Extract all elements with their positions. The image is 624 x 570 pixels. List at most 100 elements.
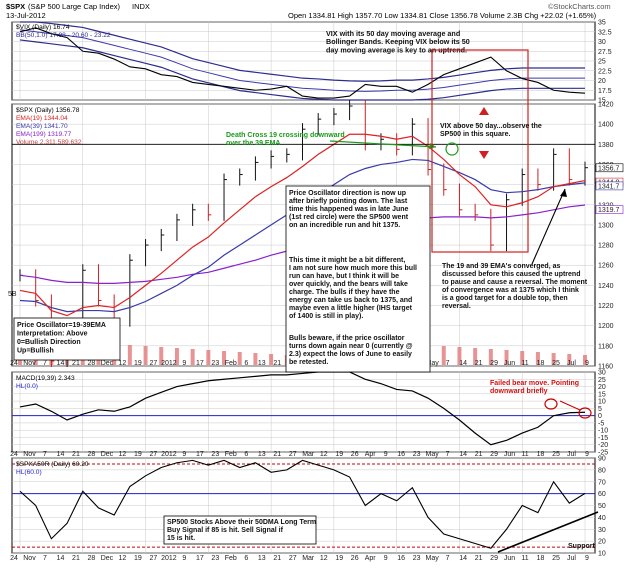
x-tick-label: 7	[43, 360, 47, 367]
x-tick-label: 26	[351, 555, 359, 562]
y-tick-label: 1280	[598, 243, 614, 250]
header-watermark: ©StockCharts.com	[548, 2, 611, 11]
x-tick-label: 21	[72, 451, 80, 458]
spxa50r-hl-legend-label: HL(60.0)	[16, 469, 42, 476]
vix-bb-lower	[19, 39, 585, 101]
x-tick-label: Jul	[567, 360, 576, 367]
x-tick-label: 9	[384, 555, 388, 562]
x-tick-label: 9	[585, 555, 589, 562]
header-quote: Open 1334.81 High 1357.70 Low 1334.81 Cl…	[288, 11, 597, 20]
spxa50r-line	[19, 459, 586, 549]
y-tick-label: 20	[598, 384, 606, 391]
y-tick-label: 1240	[598, 283, 614, 290]
y-tick-label: -20	[598, 442, 608, 449]
y-tick-label: 15	[598, 98, 606, 105]
x-tick-label: 29	[490, 360, 498, 367]
volume-bar	[441, 346, 446, 365]
x-tick-label: 2012	[161, 451, 177, 458]
volume-bar	[253, 353, 258, 365]
y-tick-label: 27.5	[598, 49, 612, 56]
ema19-legend-label: EMA(19) 1344.04	[16, 115, 68, 122]
panel-frame	[11, 371, 596, 453]
y-tick-label: 80	[598, 467, 606, 474]
y-tick-label: 90	[598, 456, 606, 463]
interp-box	[13, 317, 121, 361]
last-value-box	[595, 163, 624, 173]
x-tick-label: Feb	[225, 451, 237, 458]
x-tick-label: May	[426, 451, 440, 458]
x-tick-label: 23	[413, 555, 421, 562]
y-tick-label: 1420	[598, 102, 614, 109]
volume-bar	[520, 351, 525, 365]
x-tick-label: Dec	[101, 451, 114, 458]
x-tick-label: 24	[10, 360, 18, 367]
vix-legend-label: $VIX (Daily) 16.74	[16, 24, 70, 31]
x-tick-label: 19	[134, 451, 142, 458]
y-tick-label: -25	[598, 450, 608, 457]
x-tick-label: Feb	[225, 360, 237, 367]
x-tick-label: 21	[72, 555, 80, 562]
volume-bar	[222, 351, 227, 365]
x-tick-label: 14	[57, 451, 65, 458]
macd-failed-note: Failed bear move. Pointing downward brief…	[490, 380, 579, 395]
vix-note: VIX with its 50 day moving average and Bo…	[326, 29, 470, 54]
x-tick-label: Dec	[101, 360, 114, 367]
x-tick-label: 21	[273, 555, 281, 562]
ema199-legend-label: EMA(199) 1319.77	[16, 131, 72, 138]
macd-hl-legend-label: HL(0.0)	[16, 383, 38, 390]
spxa50r-note-box	[163, 515, 317, 545]
header-date: 13-Jul-2012	[6, 11, 46, 20]
x-tick-label: 24	[10, 451, 18, 458]
vix-bb-legend-label: BB(50,1.0) 17.98 - 20.60 - 23.22	[16, 32, 111, 39]
x-tick-label: 6	[244, 555, 248, 562]
x-tick-label: 19	[335, 451, 343, 458]
volume-bar	[269, 354, 274, 365]
x-tick-label: 27	[289, 451, 297, 458]
x-tick-label: 27	[149, 451, 157, 458]
x-tick-label: 13	[258, 451, 266, 458]
x-tick-label: 17	[196, 360, 204, 367]
x-tick-label: 19	[134, 360, 142, 367]
y-tick-label: 17.5	[598, 88, 612, 95]
ema39-legend-label: EMA(39) 1341.70	[16, 123, 68, 130]
x-tick-label: Feb	[225, 555, 237, 562]
x-tick-label: 16	[397, 451, 405, 458]
y-tick-label: 1200	[598, 323, 614, 330]
y-tick-label: 5	[598, 406, 602, 413]
vix-line	[19, 27, 586, 99]
x-tick-label: Jun	[504, 451, 515, 458]
x-tick-label: 2012	[161, 555, 177, 562]
x-tick-label: 25	[552, 360, 560, 367]
header-name: (S&P 500 Large Cap Index)	[28, 2, 121, 11]
interp-note: Price Oscillator=19-39EMA Interpretation:…	[17, 322, 106, 355]
x-tick-label: 11	[521, 451, 528, 458]
x-tick-label: Nov	[23, 451, 36, 458]
volume-bar	[18, 357, 22, 365]
volume-bar	[567, 354, 572, 365]
y-tick-label: 1400	[598, 122, 614, 129]
x-tick-label: 23	[211, 360, 219, 367]
x-tick-label: Apr	[365, 555, 377, 562]
price-legend-title: $SPX (Daily) 1356.78	[16, 107, 80, 114]
x-tick-label: 26	[351, 451, 359, 458]
y-tick-label: 1180	[598, 343, 613, 350]
volume-legend-label: Volume 2,311,589,632	[16, 139, 82, 146]
x-tick-label: 21	[72, 360, 80, 367]
volume-bar	[127, 345, 132, 365]
y-tick-label: 30	[598, 370, 606, 377]
y-tick-label: 10	[598, 399, 606, 406]
x-tick-label: 9	[384, 451, 388, 458]
x-tick-label: 19	[335, 555, 343, 562]
y-tick-label: 25	[598, 59, 606, 66]
volume-bar	[551, 353, 556, 365]
y-tick-label: 60	[598, 491, 606, 498]
y-tick-label: 1160	[598, 364, 613, 371]
volume-bar	[159, 347, 164, 365]
vix-bb-upper	[20, 21, 585, 82]
volume-bar	[535, 352, 540, 365]
x-tick-label: 7	[43, 451, 47, 458]
volume-bar	[174, 348, 179, 365]
